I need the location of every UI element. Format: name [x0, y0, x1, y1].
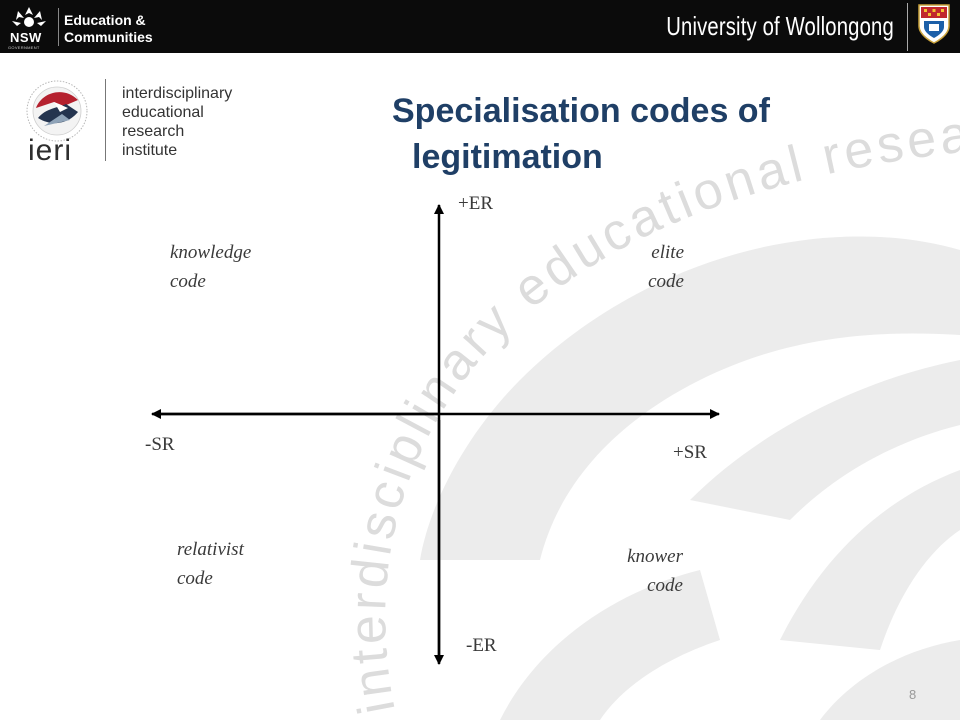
quadrant-knowledge-code: knowledge code [170, 238, 251, 296]
axis-label-plus-er: +ER [458, 193, 493, 214]
institute-name-line: educational [122, 104, 204, 121]
university-crest-icon [918, 4, 950, 44]
banner-divider [58, 8, 59, 46]
university-name: University of Wollongong [666, 11, 894, 41]
quadrant-knower-code: knower code [583, 542, 683, 600]
department-name-line2: Communities [64, 29, 153, 45]
quadrant-relativist-code: relativist code [177, 535, 244, 593]
institute-name-line: institute [122, 142, 178, 159]
logo-divider [105, 79, 106, 161]
quadrant-label: elite [651, 242, 684, 263]
title-line: Specialisation codes of [392, 92, 770, 130]
waratah-icon [12, 7, 46, 27]
title-line: legitimation [412, 138, 603, 176]
institute-name-line: interdisciplinary [122, 85, 233, 102]
quadrant-label: code [647, 575, 683, 596]
top-banner: NSW GOVERNMENT Education & Communities U… [0, 0, 960, 53]
axis-label-minus-sr: -SR [145, 434, 175, 455]
quadrant-label: code [177, 568, 213, 589]
quadrant-label: relativist [177, 539, 244, 560]
quadrant-label: code [648, 271, 684, 292]
department-name-line1: Education & [64, 12, 146, 28]
nsw-government-label: GOVERNMENT [8, 45, 40, 50]
page-number: 8 [909, 687, 917, 702]
slide-title: Specialisation codes of legitimation [392, 88, 872, 180]
axis-label-plus-sr: +SR [673, 442, 707, 463]
ieri-abbreviation: ieri [28, 134, 73, 167]
banner-divider [907, 3, 908, 51]
quadrant-label: knowledge [170, 242, 252, 263]
nsw-wordmark: NSW [10, 30, 42, 45]
quadrant-elite-code: elite code [584, 238, 684, 296]
ieri-emblem-icon [26, 80, 88, 142]
quadrant-label: knower [627, 546, 683, 567]
axis-label-minus-er: -ER [466, 635, 497, 656]
institute-name-line: research [122, 123, 185, 140]
institute-name: interdisciplinary educational research i… [122, 84, 232, 160]
quadrant-label: code [170, 271, 206, 292]
